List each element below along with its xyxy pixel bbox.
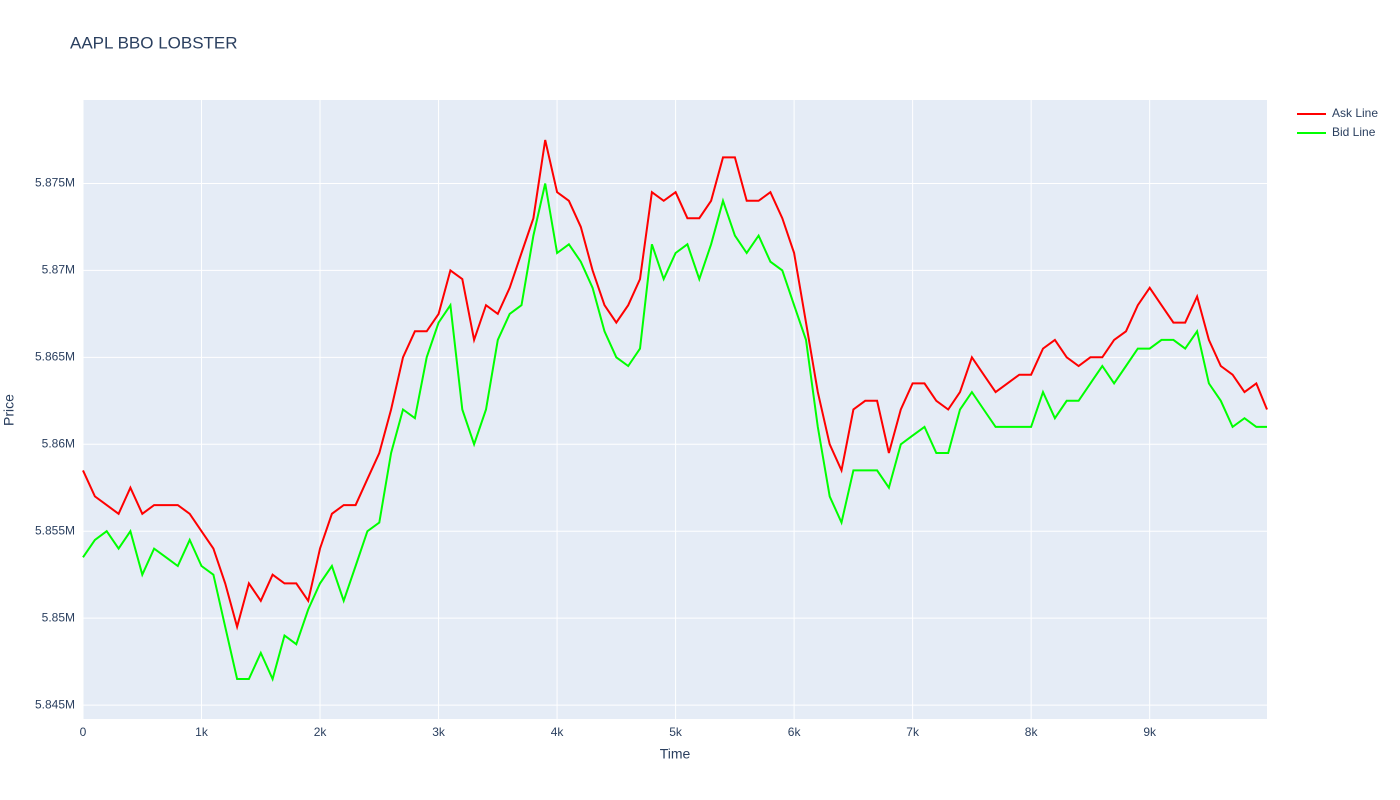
x-tick-label: 4k xyxy=(551,725,565,739)
y-tick-label: 5.865M xyxy=(35,350,75,364)
x-axis-label: Time xyxy=(660,746,691,762)
x-tick-label: 5k xyxy=(669,725,683,739)
x-tick-label: 2k xyxy=(314,725,328,739)
series-line xyxy=(82,139,1268,631)
series-line xyxy=(82,183,1267,682)
y-axis-label: Price xyxy=(1,394,17,426)
x-tick-label: 0 xyxy=(80,725,87,739)
chart-title: AAPL BBO LOBSTER xyxy=(70,33,238,52)
y-tick-label: 5.85M xyxy=(42,610,75,624)
plot-area xyxy=(83,100,1267,719)
x-tick-label: 7k xyxy=(906,725,920,739)
y-tick-label: 5.845M xyxy=(35,697,75,711)
x-tick-label: 9k xyxy=(1143,725,1157,739)
x-tick-label: 1k xyxy=(195,725,209,739)
legend-label: Ask Line xyxy=(1332,106,1378,120)
y-tick-label: 5.87M xyxy=(42,263,75,277)
legend-label: Bid Line xyxy=(1332,125,1376,139)
x-tick-label: 6k xyxy=(788,725,802,739)
y-tick-label: 5.855M xyxy=(35,523,75,537)
x-tick-label: 8k xyxy=(1025,725,1039,739)
y-tick-label: 5.875M xyxy=(35,176,75,190)
y-tick-label: 5.86M xyxy=(42,436,75,450)
x-tick-label: 3k xyxy=(432,725,446,739)
